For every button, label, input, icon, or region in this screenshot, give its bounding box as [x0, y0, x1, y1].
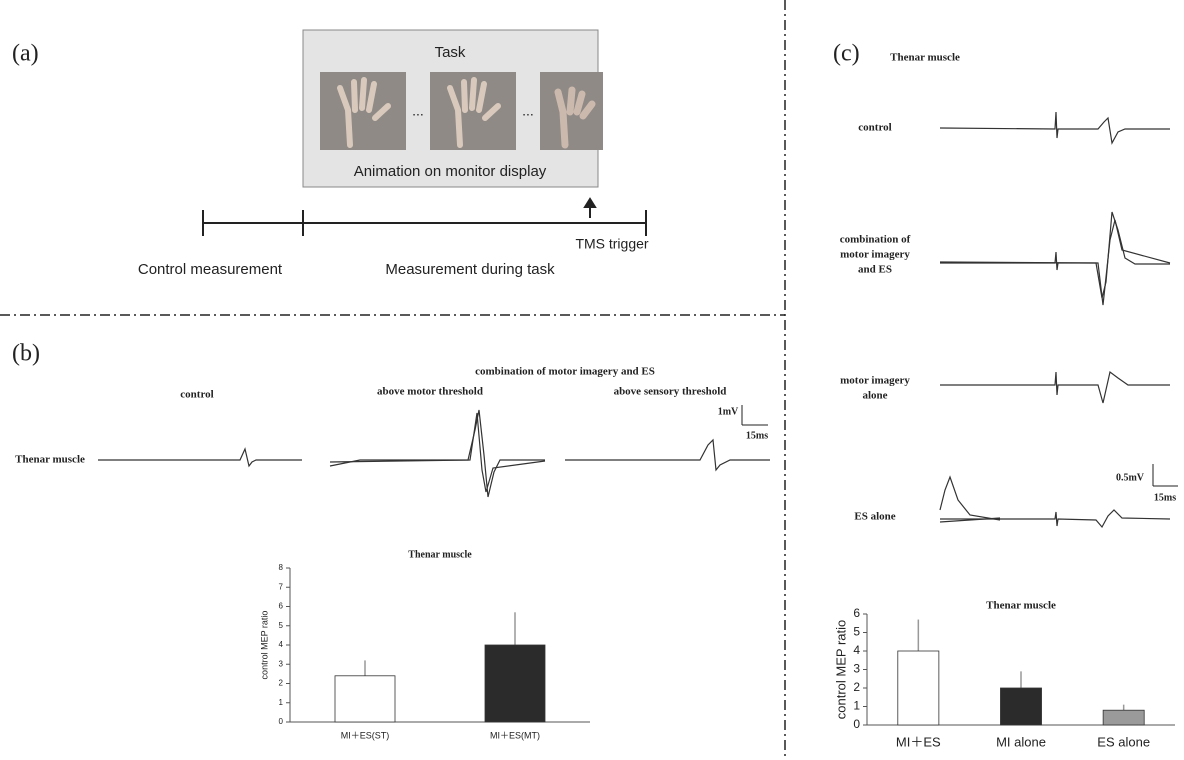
x-tick-label: ES alone [1097, 734, 1150, 749]
caption: Animation on monitor display [354, 163, 547, 180]
scale-label: 15ms [746, 430, 768, 441]
ellipsis: ... [522, 103, 534, 119]
row-label: motor imagery [840, 249, 910, 261]
panel-label: (b) [12, 341, 40, 367]
panel-label: (c) [833, 41, 860, 67]
task-title: Task [435, 44, 466, 61]
y-tick-label: 2 [853, 680, 860, 694]
phase-label: Control measurement [138, 261, 283, 278]
emg-trace [98, 409, 770, 498]
condition-label: above motor threshold [377, 386, 483, 398]
row-label: alone [862, 390, 887, 402]
x-tick-label: MI alone [996, 734, 1046, 749]
row-label: control [858, 122, 891, 134]
panel-label: (a) [12, 41, 39, 67]
row-label: ES alone [854, 511, 895, 523]
y-tick-label: 4 [279, 640, 284, 649]
y-tick-label: 6 [853, 606, 860, 620]
ellipsis: ... [412, 103, 424, 119]
y-tick-label: 0 [279, 717, 284, 726]
y-tick-label: 5 [279, 621, 284, 630]
emg-trace [939, 111, 1171, 529]
y-tick-label: 5 [853, 625, 860, 639]
scale-label: 0.5mV [1116, 472, 1145, 483]
y-tick-label: 3 [853, 662, 860, 676]
scale-bar [741, 405, 768, 426]
scale-bar [1152, 464, 1178, 487]
row-label: combination of [840, 234, 911, 246]
hand-images [320, 72, 603, 150]
chart-title: Thenar muscle [986, 600, 1056, 612]
row-label: motor imagery [840, 375, 910, 387]
panel-title: Thenar muscle [890, 52, 960, 64]
bar [1000, 687, 1042, 726]
x-tick-label: MI＋ES(MT) [490, 730, 540, 740]
bar [1102, 709, 1145, 726]
y-tick-label: 1 [853, 699, 860, 713]
bar [484, 644, 546, 723]
scale-label: 15ms [1154, 492, 1176, 503]
row-labels: control combination of motor imagery and… [840, 122, 911, 523]
y-tick-label: 6 [279, 602, 284, 611]
y-tick-label: 2 [279, 679, 284, 688]
phase-label: Measurement during task [385, 261, 555, 278]
y-tick-label: 0 [853, 717, 860, 731]
row-label: Thenar muscle [15, 454, 85, 466]
timeline [202, 197, 647, 236]
x-tick-label: MI＋ES [896, 734, 941, 749]
bar [897, 650, 940, 726]
y-axis-label: control MEP ratio [833, 620, 848, 719]
y-tick-label: 3 [279, 659, 284, 668]
group-title: combination of motor imagery and ES [475, 366, 655, 378]
condition-label: above sensory threshold [614, 386, 727, 398]
row-label: and ES [858, 264, 892, 276]
x-tick-label: MI＋ES(ST) [341, 730, 390, 740]
y-tick-label: 1 [279, 698, 284, 707]
chart-title: Thenar muscle [408, 549, 472, 560]
scale-label: 1mV [718, 406, 739, 417]
y-tick-label: 7 [279, 582, 284, 591]
y-axis-label: control MEP ratio [259, 611, 269, 680]
trigger-label: TMS trigger [575, 236, 648, 252]
y-tick-label: 8 [279, 563, 284, 572]
y-tick-label: 4 [853, 643, 860, 657]
condition-label: control [180, 389, 213, 401]
bar [334, 675, 396, 723]
